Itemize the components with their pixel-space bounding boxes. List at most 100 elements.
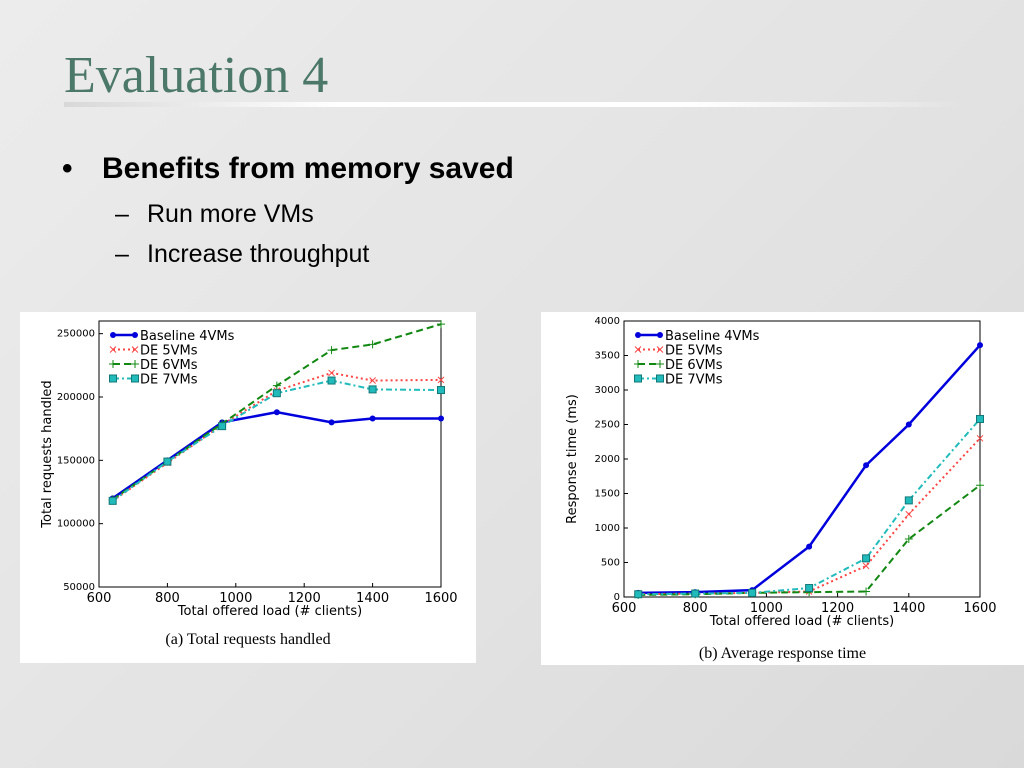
series-de-7vms (634, 414, 984, 599)
series-de-5vms (634, 434, 984, 598)
x-marker (109, 346, 117, 353)
square-marker (131, 374, 139, 383)
sub-bullet: – Run more VMs (115, 200, 314, 229)
square-marker (327, 376, 336, 385)
x-marker (862, 562, 870, 570)
x-tick-label: 1600 (963, 601, 996, 616)
series-de-7vms (108, 376, 445, 505)
plus-marker (904, 535, 913, 544)
bullet-marker: • (62, 152, 73, 185)
series-line (112, 379, 442, 502)
dash-marker: – (115, 240, 129, 268)
square-marker (368, 385, 377, 394)
legend-entry: Baseline 4VMs (110, 329, 235, 344)
legend-entry: DE 5VMs (634, 344, 723, 359)
y-tick-label: 4000 (595, 316, 620, 327)
chart-caption: (b) Average response time (698, 645, 867, 662)
plus-marker (368, 340, 377, 349)
bullet-text: Benefits from memory saved (102, 152, 514, 185)
legend-label: DE 6VMs (665, 358, 723, 373)
x-tick-label: 1000 (219, 591, 252, 606)
y-tick-label: 200000 (57, 392, 95, 403)
y-tick-label: 0 (614, 592, 620, 603)
series-line (638, 484, 981, 596)
legend-label: Baseline 4VMs (665, 329, 760, 344)
x-marker (905, 510, 913, 518)
series-baseline-4vms (109, 409, 444, 502)
sub-bullet-text: Increase throughput (147, 240, 370, 268)
x-tick-label: 1400 (892, 601, 925, 616)
square-marker (109, 374, 117, 383)
circle-marker (977, 342, 983, 349)
series-line (638, 437, 981, 596)
y-tick-label: 500 (601, 558, 620, 569)
x-tick-label: 600 (87, 591, 112, 606)
square-marker (108, 496, 117, 505)
legend-entry: DE 6VMs (109, 358, 198, 373)
plus-marker (862, 587, 871, 596)
y-tick-label: 150000 (57, 455, 95, 466)
x-marker (369, 377, 376, 384)
x-marker (656, 346, 664, 353)
square-marker (805, 584, 814, 593)
x-marker (131, 346, 139, 353)
x-marker (328, 369, 335, 377)
square-marker (976, 414, 984, 423)
square-marker (218, 422, 227, 431)
x-tick-label: 1600 (424, 591, 457, 606)
chart-svg: 600 800 1000 1200 1400 1600 0 500 1000 1500 2000 25… (565, 316, 997, 629)
square-marker (634, 374, 642, 383)
circle-marker (369, 415, 376, 422)
chart-response-time: 600 800 1000 1200 1400 1600 0 500 1000 1500 2000 25… (541, 312, 1024, 665)
sub-bullet-text: Run more VMs (147, 200, 314, 228)
x-tick-label: 600 (612, 601, 637, 616)
circle-marker (328, 419, 335, 426)
square-marker (904, 496, 913, 505)
x-tick-label: 800 (155, 591, 180, 606)
circle-marker (438, 415, 444, 422)
square-marker (691, 589, 700, 598)
series-line (638, 418, 981, 596)
legend-entry: DE 7VMs (109, 373, 198, 388)
circle-marker (806, 543, 813, 550)
circle-marker (273, 409, 280, 416)
legend-label: DE 6VMs (140, 358, 198, 373)
x-tick-label: 1000 (750, 601, 783, 616)
legend-entry: DE 5VMs (109, 344, 198, 359)
square-marker (656, 374, 664, 383)
plus-marker (437, 320, 445, 329)
y-tick-label: 250000 (57, 329, 95, 340)
legend-label: DE 5VMs (665, 344, 723, 359)
chart-caption: (a) Total requests handled (165, 631, 331, 648)
square-marker (634, 590, 643, 599)
square-marker (748, 588, 757, 597)
y-tick-label: 3000 (595, 385, 620, 396)
circle-marker (132, 332, 138, 338)
series-line (111, 410, 441, 500)
plot-frame (98, 320, 442, 588)
circle-marker (863, 462, 870, 469)
square-marker (272, 389, 281, 398)
x-tick-label: 1200 (288, 591, 321, 606)
x-marker (976, 434, 984, 442)
circle-marker (905, 421, 912, 428)
plus-marker (634, 360, 642, 368)
plus-marker (131, 360, 139, 368)
legend-entry: DE 7VMs (634, 373, 723, 388)
title-divider (64, 102, 964, 107)
circle-marker (657, 332, 663, 338)
legend-label: DE 7VMs (140, 373, 198, 388)
y-tick-label: 1500 (595, 489, 620, 500)
x-marker (437, 376, 445, 384)
plus-marker (976, 481, 984, 490)
plus-marker (327, 346, 336, 355)
circle-marker (110, 332, 116, 338)
sub-bullet: – Increase throughput (115, 240, 369, 269)
y-tick-label: 100000 (57, 519, 95, 530)
plus-marker (272, 381, 281, 390)
legend-label: Baseline 4VMs (140, 329, 235, 344)
y-tick-label: 2500 (595, 420, 620, 431)
plus-marker (109, 360, 117, 368)
x-tick-label: 800 (683, 601, 708, 616)
plus-marker (656, 360, 664, 368)
